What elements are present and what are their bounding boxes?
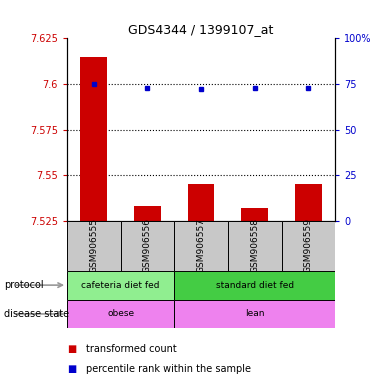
- Bar: [80, 56, 107, 221]
- Bar: [188, 184, 214, 221]
- Text: percentile rank within the sample: percentile rank within the sample: [86, 364, 251, 374]
- Text: GSM906559: GSM906559: [304, 218, 313, 273]
- Bar: [295, 184, 322, 221]
- Title: GDS4344 / 1399107_at: GDS4344 / 1399107_at: [128, 23, 274, 36]
- Text: transformed count: transformed count: [86, 344, 177, 354]
- Bar: [282, 221, 335, 271]
- Bar: [174, 221, 228, 271]
- Bar: [67, 271, 174, 300]
- Bar: [121, 221, 174, 271]
- Text: disease state: disease state: [4, 309, 69, 319]
- Text: cafeteria diet fed: cafeteria diet fed: [82, 281, 160, 290]
- Bar: [228, 221, 282, 271]
- Text: ■: ■: [67, 344, 76, 354]
- Bar: [174, 271, 335, 300]
- Bar: [134, 206, 161, 221]
- Bar: [67, 300, 174, 328]
- Text: obese: obese: [107, 310, 134, 318]
- Text: standard diet fed: standard diet fed: [216, 281, 294, 290]
- Bar: [241, 208, 268, 221]
- Text: GSM906558: GSM906558: [250, 218, 259, 273]
- Bar: [174, 300, 335, 328]
- Bar: [67, 221, 121, 271]
- Text: protocol: protocol: [4, 280, 43, 290]
- Text: GSM906556: GSM906556: [143, 218, 152, 273]
- Text: GSM906557: GSM906557: [196, 218, 206, 273]
- Text: lean: lean: [245, 310, 264, 318]
- Text: GSM906555: GSM906555: [89, 218, 98, 273]
- Text: ■: ■: [67, 364, 76, 374]
